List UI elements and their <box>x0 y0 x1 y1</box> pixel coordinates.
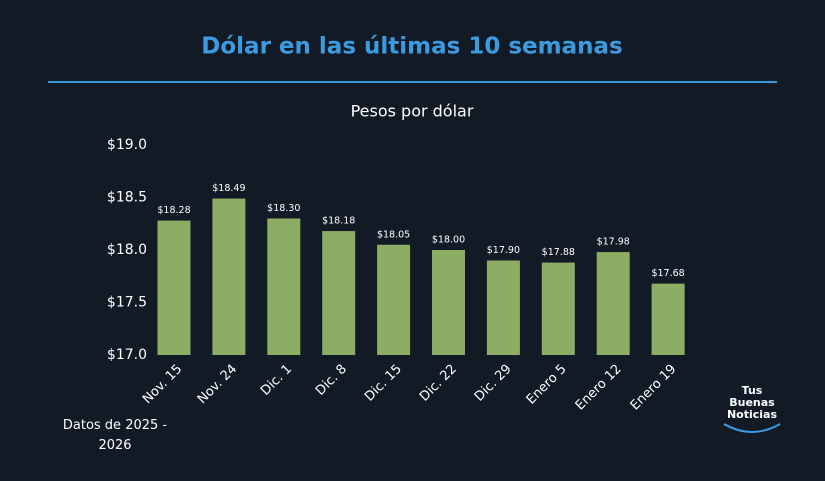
x-tick-label: Enero 12 <box>573 362 625 414</box>
value-label: $17.90 <box>487 245 520 256</box>
logo-line: Buenas <box>729 396 775 409</box>
value-label: $18.00 <box>432 235 465 246</box>
bar <box>541 262 575 355</box>
y-tick-label: $17.5 <box>107 295 147 311</box>
y-tick-label: $18.0 <box>107 242 147 258</box>
bar <box>322 231 356 355</box>
x-tick-label: Enero 5 <box>524 362 570 408</box>
bar <box>596 252 630 355</box>
bar <box>486 260 520 355</box>
value-label: $17.88 <box>542 247 575 258</box>
x-tick-label: Enero 19 <box>628 362 680 414</box>
x-tick-label: Nov. 24 <box>195 362 240 407</box>
bar <box>267 218 301 355</box>
y-tick-label: $18.5 <box>107 190 147 206</box>
footnote: Datos de 2025 - 2026 <box>62 418 168 453</box>
logo-line: Noticias <box>727 408 778 421</box>
bar <box>157 220 191 355</box>
x-tick-label: Dic. 29 <box>472 362 515 405</box>
x-tick-label: Dic. 15 <box>362 362 405 405</box>
value-label: $18.28 <box>157 205 190 216</box>
x-tick-label: Dic. 1 <box>258 362 295 399</box>
value-label: $17.68 <box>651 268 684 279</box>
x-tick-label: Dic. 22 <box>417 362 460 405</box>
y-tick-label: $17.0 <box>107 347 147 363</box>
chart-title: Dólar en las últimas 10 semanas <box>201 34 622 60</box>
value-label: $18.30 <box>267 203 300 214</box>
value-label: $18.05 <box>377 229 410 240</box>
logo-arc <box>723 423 781 433</box>
value-label: $18.18 <box>322 216 355 227</box>
bar <box>212 198 246 355</box>
value-label: $17.98 <box>597 237 630 248</box>
bar <box>377 244 411 355</box>
bar <box>432 250 465 355</box>
bar <box>651 283 685 355</box>
x-tick-label: Nov. 15 <box>140 362 185 407</box>
chart-subtitle: Pesos por dólar <box>351 102 474 121</box>
logo-line: Tus <box>742 384 763 397</box>
value-label: $18.49 <box>212 183 245 194</box>
x-tick-label: Dic. 8 <box>313 362 350 399</box>
y-tick-label: $19.0 <box>107 137 147 153</box>
